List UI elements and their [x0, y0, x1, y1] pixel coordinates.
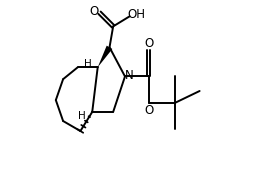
Text: O: O [89, 5, 99, 18]
Text: H: H [84, 59, 92, 69]
Text: N: N [125, 69, 134, 82]
Text: O: O [144, 37, 153, 50]
Polygon shape [98, 46, 112, 67]
Text: H: H [78, 111, 86, 120]
Text: OH: OH [127, 8, 145, 21]
Text: O: O [144, 104, 153, 117]
